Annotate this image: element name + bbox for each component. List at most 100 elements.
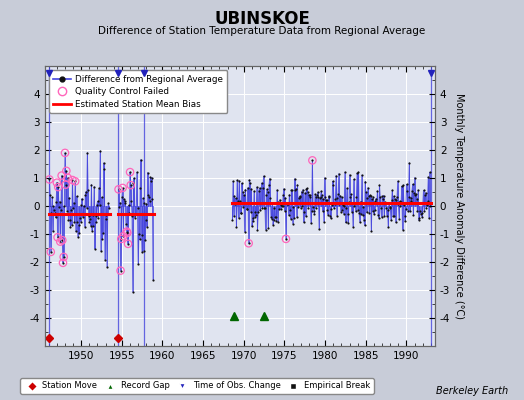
Point	[370, 211, 378, 217]
Point	[408, 188, 416, 194]
Point	[361, 222, 369, 228]
Point	[307, 220, 315, 226]
Point	[73, 219, 81, 225]
Point	[403, 188, 411, 194]
Point	[121, 198, 129, 204]
Point	[257, 180, 266, 186]
Point	[133, 169, 141, 176]
Point	[262, 192, 270, 198]
Point	[46, 192, 54, 198]
Point	[291, 187, 300, 194]
Point	[58, 237, 67, 244]
Point	[99, 230, 107, 236]
Y-axis label: Monthly Temperature Anomaly Difference (°C): Monthly Temperature Anomaly Difference (…	[454, 93, 464, 319]
Point	[414, 217, 423, 224]
Point	[395, 216, 403, 222]
Point	[298, 203, 307, 210]
Point	[66, 216, 74, 223]
Point	[277, 202, 286, 208]
Point	[282, 200, 291, 206]
Point	[91, 246, 99, 252]
Point	[89, 223, 97, 230]
Point	[139, 195, 147, 202]
Point	[122, 221, 130, 227]
Point	[89, 212, 97, 218]
Point	[339, 202, 347, 208]
Point	[50, 207, 58, 214]
Point	[250, 188, 258, 194]
Point	[329, 178, 337, 185]
Point	[97, 248, 105, 254]
Point	[359, 217, 368, 223]
Point	[88, 227, 96, 234]
Point	[324, 193, 333, 199]
Point	[280, 208, 289, 214]
Point	[59, 254, 68, 260]
Point	[63, 174, 72, 181]
Point	[283, 200, 291, 207]
Point	[299, 186, 307, 193]
Point	[148, 174, 156, 181]
Point	[347, 191, 355, 198]
Point	[136, 185, 145, 191]
Point	[352, 194, 361, 201]
Point	[119, 233, 127, 240]
Point	[275, 206, 283, 212]
Point	[240, 192, 248, 198]
Point	[230, 193, 238, 199]
Point	[338, 206, 346, 213]
Point	[394, 178, 402, 184]
Point	[124, 241, 132, 247]
Point	[310, 208, 318, 214]
Point	[405, 194, 413, 200]
Point	[53, 234, 62, 240]
Point	[69, 205, 78, 211]
Point	[71, 178, 79, 184]
Point	[337, 194, 346, 200]
Point	[86, 222, 95, 229]
Point	[61, 150, 69, 156]
Point	[332, 172, 340, 179]
Point	[357, 210, 365, 217]
Point	[356, 198, 365, 205]
Point	[135, 236, 144, 243]
Point	[97, 194, 106, 200]
Point	[86, 216, 94, 222]
Point	[345, 172, 354, 178]
Point	[391, 196, 399, 202]
Point	[358, 172, 366, 178]
Point	[125, 202, 133, 209]
Point	[368, 208, 377, 214]
Point	[246, 180, 254, 186]
Point	[135, 231, 143, 237]
Point	[241, 229, 249, 235]
Point	[79, 214, 87, 220]
Point	[123, 230, 132, 236]
Point	[355, 210, 363, 216]
Point	[405, 160, 413, 166]
Point	[82, 188, 90, 195]
Point	[280, 186, 288, 192]
Point	[373, 188, 381, 194]
Point	[48, 194, 56, 200]
Point	[290, 214, 298, 221]
Point	[291, 176, 299, 182]
Point	[410, 174, 419, 181]
Point	[274, 219, 282, 225]
Point	[147, 178, 155, 184]
Point	[349, 224, 357, 230]
Point	[287, 216, 295, 222]
Point	[243, 205, 252, 212]
Legend: Station Move, Record Gap, Time of Obs. Change, Empirical Break: Station Move, Record Gap, Time of Obs. C…	[20, 378, 374, 394]
Point	[343, 211, 352, 218]
Point	[382, 205, 390, 211]
Point	[424, 174, 432, 180]
Point	[276, 206, 285, 212]
Point	[132, 212, 140, 218]
Point	[350, 202, 358, 209]
Point	[105, 204, 113, 211]
Point	[420, 208, 429, 214]
Point	[56, 238, 64, 245]
Point	[70, 200, 78, 206]
Point	[252, 209, 260, 216]
